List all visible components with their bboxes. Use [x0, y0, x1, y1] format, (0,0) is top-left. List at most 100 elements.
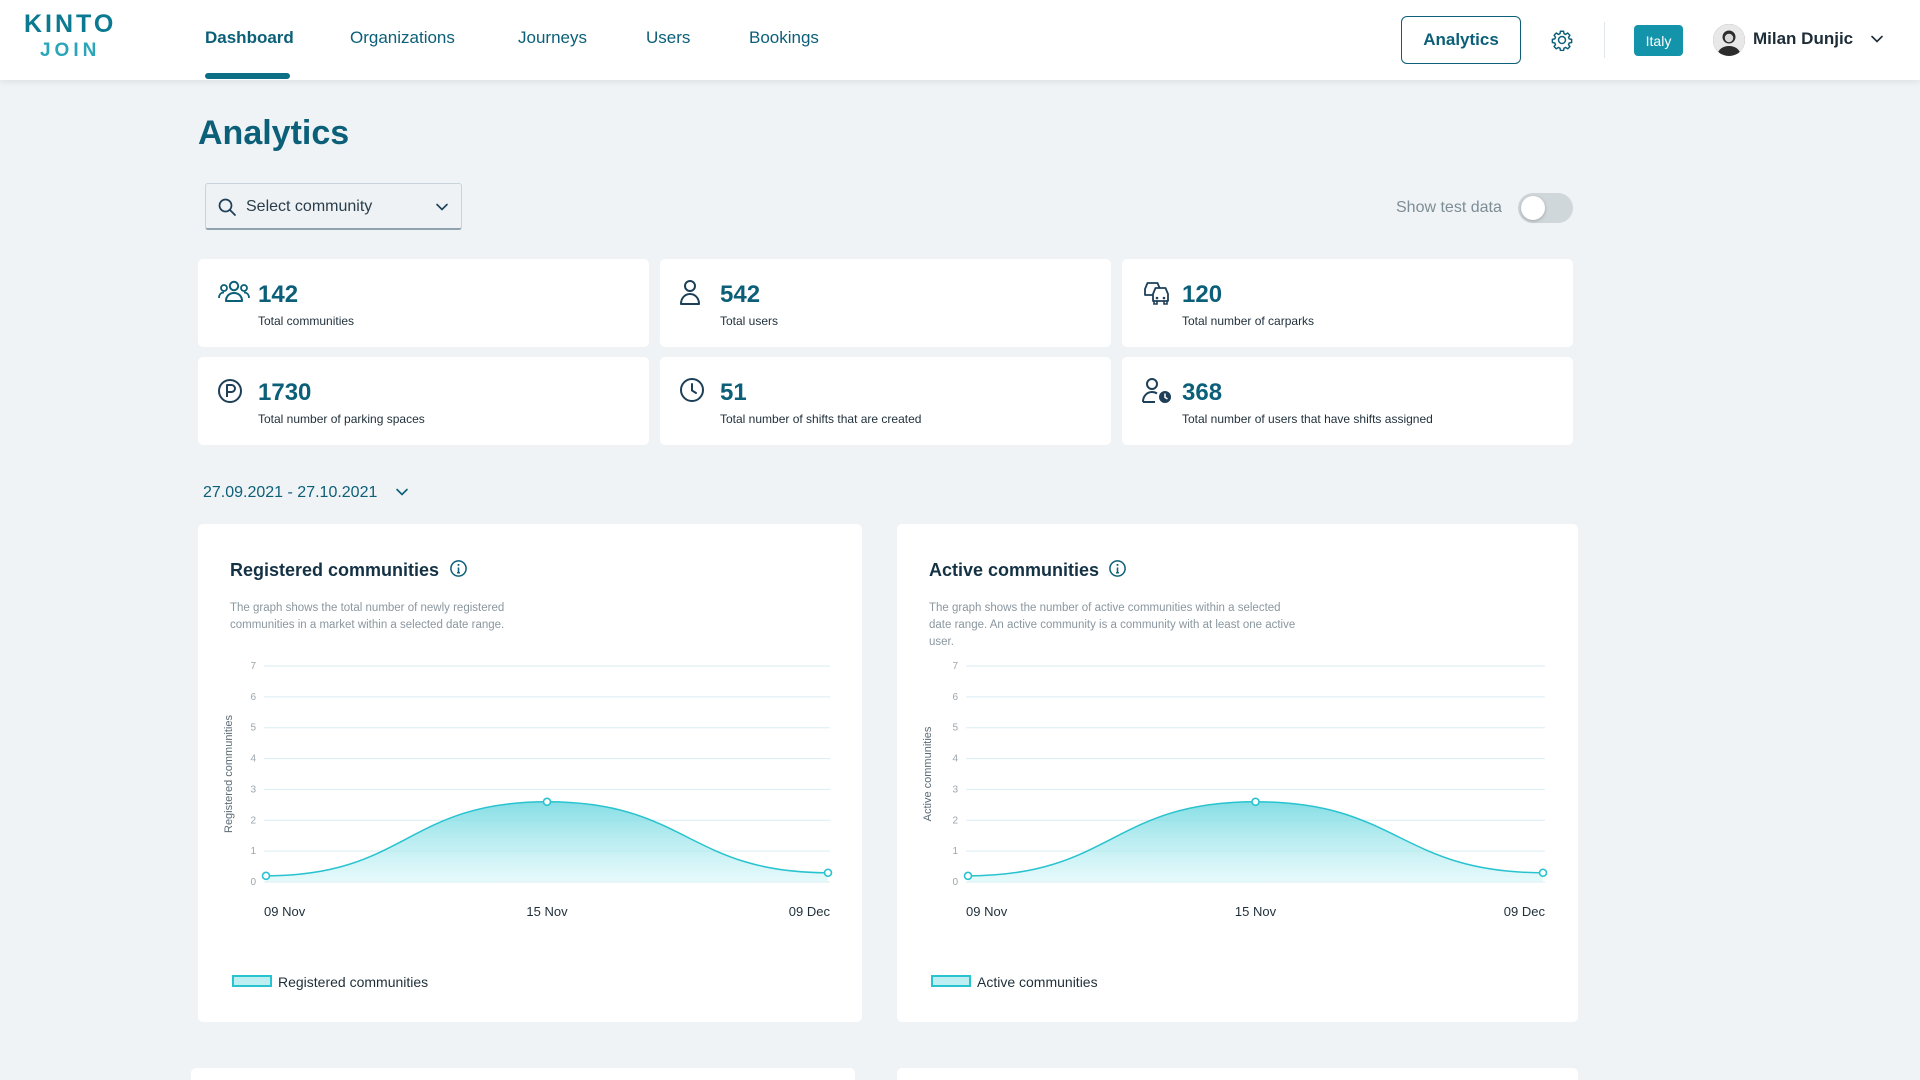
- user-avatar-icon: [1713, 24, 1745, 56]
- data-point: [963, 871, 973, 881]
- chart-card-active-communities: Active communities The graph shows the n…: [897, 524, 1578, 1022]
- page-title: Analytics: [198, 114, 350, 152]
- avatar[interactable]: [1713, 24, 1745, 56]
- user-name[interactable]: Milan Dunjic: [1753, 29, 1854, 48]
- data-point: [1251, 797, 1260, 807]
- carpark-icon: [1144, 282, 1169, 305]
- chart-title: Registered communities: [230, 560, 440, 580]
- parking-icon: [218, 379, 242, 403]
- stat-label: Total number of parking spaces: [258, 412, 425, 426]
- stat-value: 1730: [258, 379, 312, 406]
- y-tick-label: 1: [952, 846, 958, 857]
- stat-label: Total users: [720, 314, 779, 328]
- data-point: [542, 797, 552, 807]
- stat-label: Total number of users that have shifts a…: [1182, 412, 1433, 426]
- nav-active-indicator: [205, 73, 290, 79]
- kinto-join-logo[interactable]: KINTO JOIN: [24, 10, 117, 61]
- user-clock-icon: [1142, 378, 1171, 403]
- header-divider: [1604, 22, 1605, 58]
- legend-label[interactable]: Registered communities: [278, 974, 429, 990]
- nav-bookings[interactable]: Bookings: [749, 28, 819, 47]
- stat-label: Total number of shifts that are created: [720, 412, 922, 426]
- x-tick-label: 09 Dec: [1504, 904, 1546, 919]
- stat-card-communities: 142 Total communities: [198, 259, 649, 347]
- info-icon[interactable]: [1108, 559, 1127, 578]
- chevron-down-icon[interactable]: [394, 484, 410, 500]
- stat-card-parking-spaces: 1730 Total number of parking spaces: [198, 357, 649, 445]
- chart-description: The graph shows the total number of newl…: [230, 602, 505, 631]
- y-tick-label: 2: [952, 815, 958, 826]
- legend-swatch[interactable]: [931, 975, 971, 987]
- user-icon: [680, 280, 700, 305]
- series-area: [968, 801, 1543, 882]
- chart-card-partial: [897, 1068, 1578, 1080]
- y-tick-label: 5: [952, 723, 958, 734]
- community-select-placeholder: Select community: [246, 198, 373, 215]
- chart-title: Active communities: [929, 560, 1100, 580]
- stat-card-carparks: 120 Total number of carparks: [1122, 259, 1573, 347]
- nav-dashboard[interactable]: Dashboard: [205, 28, 294, 47]
- chart-card-registered-communities: Registered communities The graph shows t…: [198, 524, 862, 1022]
- y-tick-label: 2: [250, 815, 256, 826]
- y-tick-label: 4: [250, 754, 256, 765]
- stat-label: Total communities: [258, 314, 355, 328]
- y-tick-label: 7: [250, 661, 256, 672]
- data-point: [261, 871, 271, 881]
- clock-icon: [680, 378, 704, 402]
- x-tick-label: 09 Nov: [264, 904, 306, 919]
- y-tick-label: 7: [952, 661, 958, 672]
- nav-users[interactable]: Users: [646, 28, 691, 47]
- search-icon: [218, 198, 236, 216]
- stat-card-shifts: 51 Total number of shifts that are creat…: [660, 357, 1111, 445]
- stat-label: Total number of carparks: [1182, 314, 1315, 328]
- logo-line-2: JOIN: [39, 40, 101, 61]
- chart-card-partial: [191, 1068, 855, 1080]
- stat-card-users: 542 Total users: [660, 259, 1111, 347]
- x-tick-label: 15 Nov: [1235, 904, 1277, 919]
- chart-description: The graph shows the number of active com…: [929, 602, 1296, 648]
- communities-icon: [218, 280, 250, 302]
- stat-card-users-with-shifts: 368 Total number of users that have shif…: [1122, 357, 1573, 445]
- x-tick-label: 09 Nov: [966, 904, 1008, 919]
- toggle-knob: [1521, 196, 1545, 220]
- data-point: [823, 868, 833, 878]
- gear-icon[interactable]: [1551, 29, 1573, 51]
- top-navbar: KINTO JOIN Dashboard Organizations Journ…: [0, 0, 1920, 80]
- legend-label[interactable]: Active communities: [977, 974, 1098, 990]
- stat-value: 542: [720, 281, 761, 308]
- y-tick-label: 3: [952, 784, 958, 795]
- legend-swatch[interactable]: [232, 975, 272, 987]
- country-selector[interactable]: Italy: [1634, 25, 1683, 56]
- data-point: [1538, 868, 1548, 878]
- logo-line-1: KINTO: [24, 10, 117, 38]
- x-tick-label: 09 Dec: [789, 904, 831, 919]
- test-data-label: Show test data: [1396, 199, 1502, 216]
- y-tick-label: 3: [250, 784, 256, 795]
- nav-journeys[interactable]: Journeys: [518, 28, 587, 47]
- y-tick-label: 0: [250, 877, 256, 888]
- y-tick-label: 6: [952, 692, 958, 703]
- stat-value: 368: [1182, 379, 1223, 406]
- test-data-toggle[interactable]: [1518, 193, 1573, 223]
- registered-communities-chart: 0 1 2 3 4 5 6 7 Registered communities 09 Nov 15 N…: [223, 661, 833, 919]
- chevron-down-icon[interactable]: [1869, 31, 1885, 47]
- y-tick-label: 6: [250, 692, 256, 703]
- y-tick-label: 1: [250, 846, 256, 857]
- y-tick-label: 5: [250, 723, 256, 734]
- stat-value: 120: [1182, 281, 1223, 308]
- active-communities-chart: 0 1 2 3 4 5 6 7 Active communities 09 Nov 15 Nov 09…: [922, 661, 1548, 919]
- date-range-selector[interactable]: 27.09.2021 - 27.10.2021: [203, 484, 378, 501]
- community-select[interactable]: Select community: [205, 183, 462, 230]
- stat-value: 142: [258, 281, 299, 308]
- info-icon[interactable]: [449, 559, 468, 578]
- y-tick-label: 4: [952, 754, 958, 765]
- stat-value: 51: [720, 379, 747, 406]
- y-axis-label: Registered communities: [223, 715, 235, 833]
- analytics-button[interactable]: Analytics: [1401, 16, 1521, 64]
- chevron-down-icon: [436, 203, 448, 211]
- y-tick-label: 0: [952, 877, 958, 888]
- series-area: [266, 801, 828, 882]
- y-axis-label: Active communities: [922, 726, 934, 821]
- nav-organizations[interactable]: Organizations: [350, 28, 455, 47]
- x-tick-label: 15 Nov: [526, 904, 568, 919]
